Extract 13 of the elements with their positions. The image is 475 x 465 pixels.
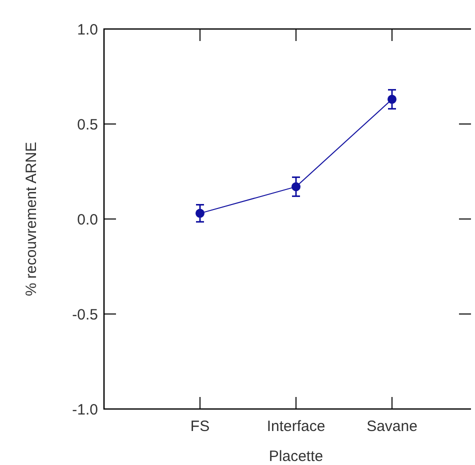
y-tick-label: -0.5 [72,306,98,324]
y-tick-label: -1.0 [72,401,98,418]
y-tick-label: 1.0 [77,21,98,38]
y-axis-title: % recouvrement ARNE [23,142,40,296]
point [292,182,300,192]
y-tick-label: 0.0 [77,211,98,228]
x-tick-label: FS [190,418,210,435]
y-tick-label: 0.5 [77,116,98,134]
x-tick-label: Interface [266,418,326,435]
x-tick-label: Savane [366,418,418,435]
point [196,208,204,218]
point [388,94,396,104]
x-axis-title: Placette [268,448,324,465]
